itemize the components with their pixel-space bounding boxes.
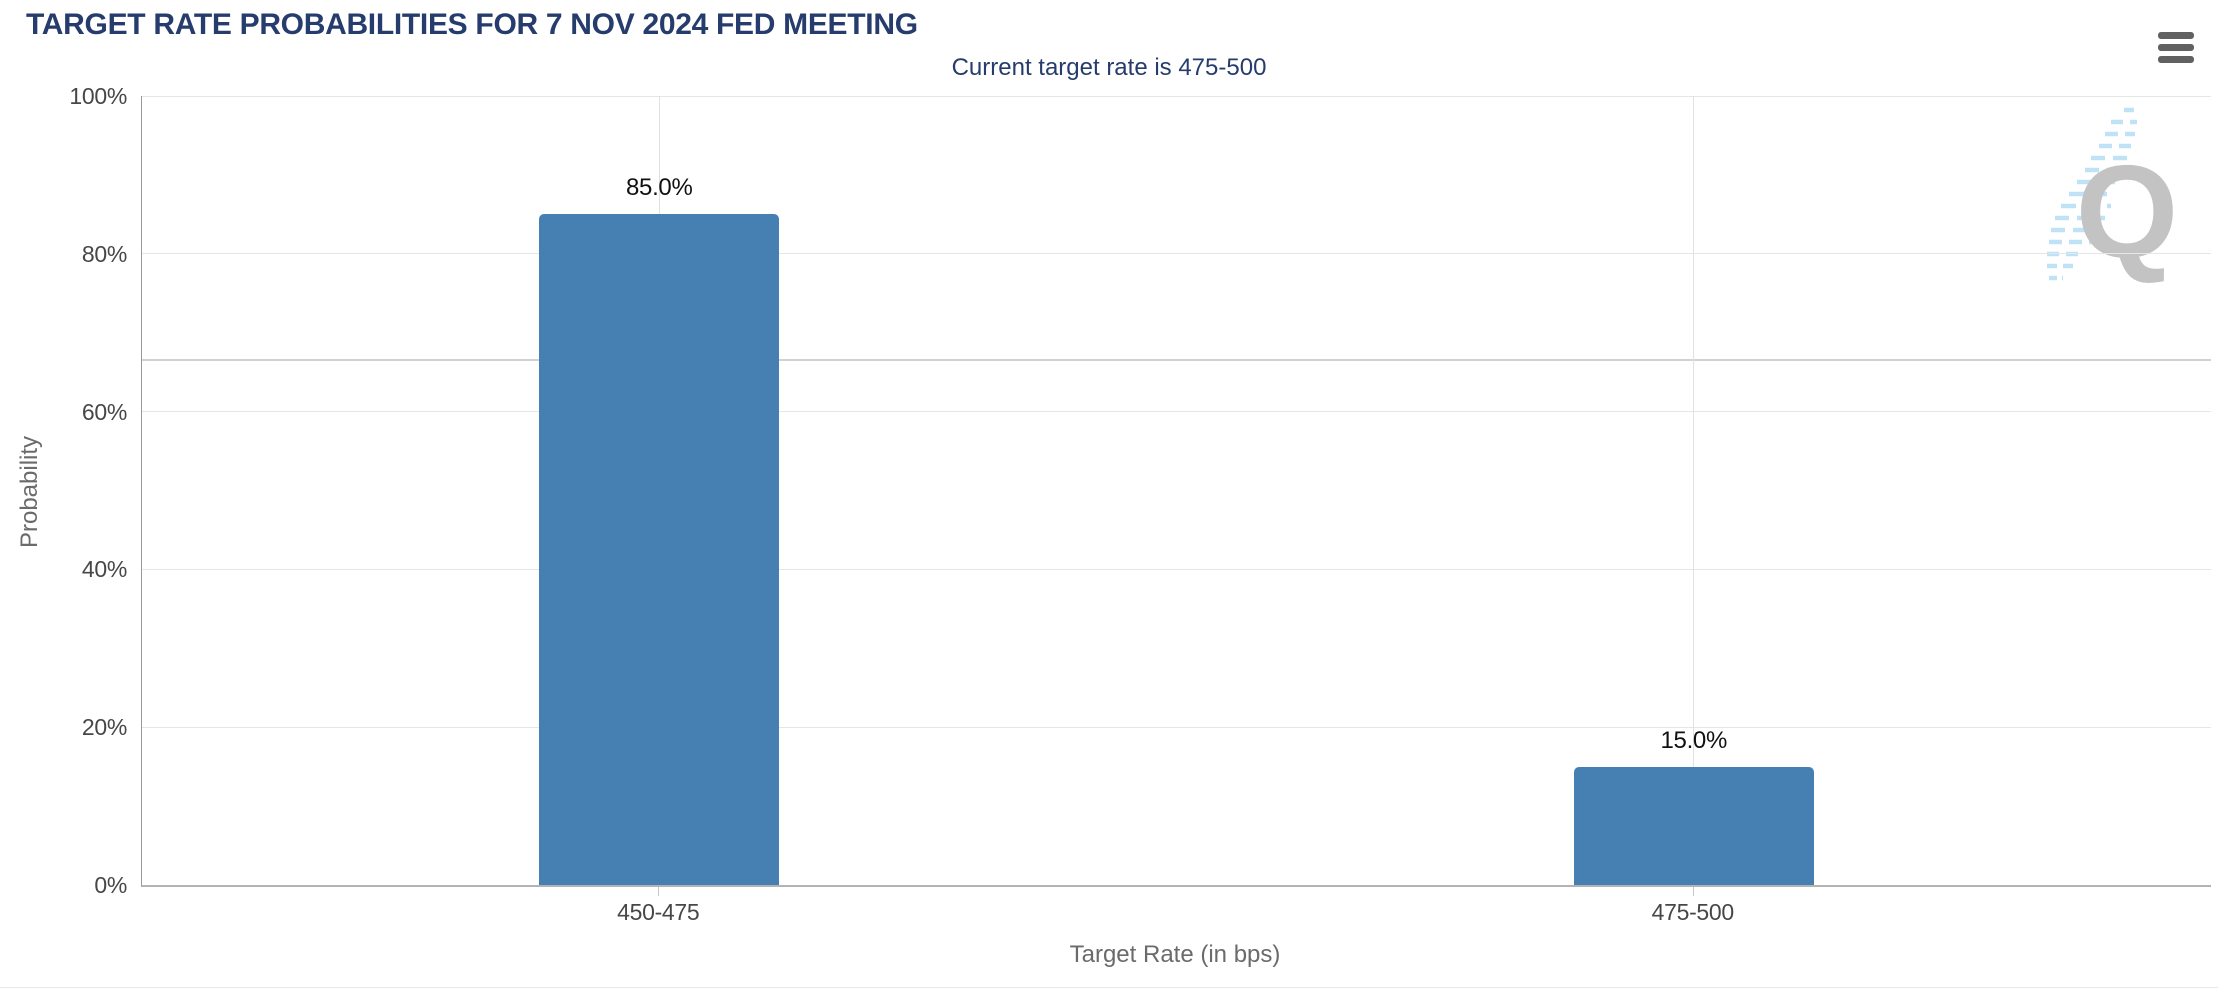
chart-subtitle: Current target rate is 475-500 bbox=[951, 54, 1267, 81]
x-gridline bbox=[1693, 96, 1695, 885]
plot-area: Q 85.0% 15.0% bbox=[141, 95, 2211, 887]
column-bar-475-500[interactable] bbox=[1573, 766, 1814, 885]
page-divider bbox=[0, 987, 2218, 988]
y-axis-tick-label: 80% bbox=[81, 240, 127, 267]
data-label: 85.0% bbox=[625, 174, 693, 202]
y-gridline bbox=[142, 411, 2211, 413]
y-axis-tick-label: 60% bbox=[81, 398, 127, 425]
watermark-logo: Q bbox=[2047, 107, 2179, 285]
context-menu-button[interactable] bbox=[2158, 26, 2202, 68]
x-axis-tick bbox=[1692, 887, 1694, 896]
y-axis-tick-label: 20% bbox=[81, 714, 127, 741]
hamburger-icon bbox=[2158, 31, 2194, 39]
hamburger-icon bbox=[2158, 43, 2194, 51]
y-axis-tick-label: 40% bbox=[81, 556, 127, 583]
x-axis-category-label: 450-475 bbox=[617, 899, 700, 925]
column-bar-450-475[interactable] bbox=[539, 214, 780, 885]
chart-title: TARGET RATE PROBABILITIES FOR 7 NOV 2024… bbox=[26, 8, 918, 41]
x-axis-tick bbox=[658, 887, 660, 896]
x-axis-category-label: 475-500 bbox=[1651, 899, 1735, 925]
y-gridline bbox=[142, 568, 2211, 570]
y-axis-tick-label: 100% bbox=[69, 83, 127, 109]
watermark-q: Q bbox=[2076, 138, 2179, 285]
hamburger-icon bbox=[2158, 55, 2194, 63]
y-gridline bbox=[142, 726, 2211, 728]
x-axis-title: Target Rate (in bps) bbox=[1069, 941, 1281, 968]
y-axis-title: Probability bbox=[16, 435, 43, 549]
y-gridline bbox=[142, 253, 2211, 255]
data-label: 15.0% bbox=[1660, 726, 1728, 754]
y-axis-tick-label: 0% bbox=[94, 872, 127, 898]
y-gridline bbox=[142, 95, 2211, 97]
extra-plot-line bbox=[142, 359, 2211, 362]
